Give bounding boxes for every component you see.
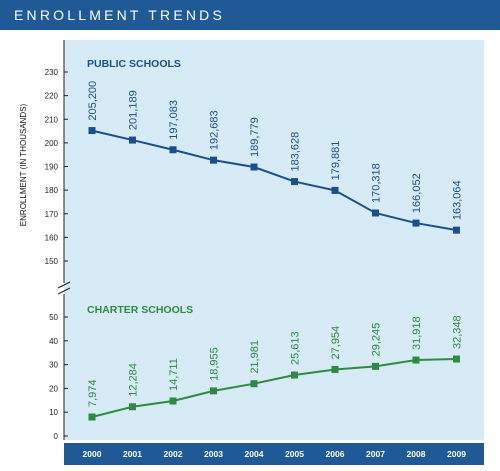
data-point (331, 365, 339, 373)
y-tick-label: 180 (45, 186, 59, 195)
y-axis-label: ENROLLMENT (IN THOUSANDS) (19, 103, 28, 226)
data-label: 179,881 (330, 141, 342, 181)
y-tick-label: 150 (45, 257, 59, 266)
data-point (88, 127, 96, 135)
data-point (372, 362, 379, 370)
x-axis-bar (64, 443, 484, 465)
data-point (412, 356, 420, 364)
data-point (412, 219, 420, 227)
series-line (91, 358, 457, 418)
y-tick-label: 210 (45, 115, 59, 124)
data-label: 18,955 (209, 347, 221, 381)
data-label: 197,083 (168, 100, 180, 140)
x-tick-label: 2003 (204, 449, 223, 459)
data-point (169, 397, 177, 405)
page-title: ENROLLMENT TRENDS (14, 7, 226, 23)
data-label: 25,613 (290, 331, 302, 365)
data-label: 163,064 (452, 180, 464, 220)
x-tick-label: 2000 (83, 449, 102, 459)
x-tick-label: 2009 (447, 449, 466, 459)
y-tick-label: 0 (54, 432, 59, 441)
y-tick-label: 200 (45, 139, 59, 148)
data-point (453, 226, 460, 234)
axis-break-mark (57, 281, 71, 289)
data-label: 192,683 (209, 110, 221, 150)
y-tick-label: 30 (49, 361, 58, 370)
data-label: 12,284 (128, 363, 140, 397)
data-point (210, 156, 217, 164)
y-tick-label: 160 (45, 233, 59, 242)
axis-break-mark (57, 287, 71, 295)
series-title: CHARTER SCHOOLS (87, 304, 193, 316)
data-label: 201,189 (128, 90, 140, 130)
x-tick-label: 2006 (326, 449, 345, 459)
data-point (453, 355, 460, 363)
data-label: 21,981 (249, 340, 261, 374)
data-point (210, 387, 217, 395)
data-point (250, 163, 258, 171)
y-tick-label: 230 (45, 68, 59, 77)
x-tick-label: 2002 (164, 449, 183, 459)
data-point (88, 413, 96, 421)
x-axis-labels: 2000 2001 2002 2003 2004 2005 2006 2007 2008 2009 (83, 449, 467, 459)
data-label: 27,954 (330, 326, 342, 360)
x-tick-label: 2008 (407, 449, 426, 459)
data-label: 205,200 (87, 81, 99, 121)
chart-panel (64, 40, 484, 440)
charter-schools-series: CHARTER SCHOOLS 7,974 12,284 14,711 18,955 21… (87, 304, 464, 421)
data-point (250, 380, 258, 388)
data-label: 183,628 (290, 132, 302, 172)
y-tick-label: 50 (49, 313, 58, 322)
data-label: 170,318 (371, 163, 383, 203)
y-tick-label: 10 (49, 408, 58, 417)
data-point (169, 146, 177, 154)
y-tick-label: 190 (45, 163, 59, 172)
x-tick-label: 2005 (285, 449, 304, 459)
data-label: 166,052 (411, 173, 423, 213)
data-point (291, 178, 298, 186)
y-tick-label: 220 (45, 92, 59, 101)
data-point (291, 371, 298, 379)
x-tick-label: 2001 (123, 449, 142, 459)
y-tick-label: 20 (49, 384, 58, 393)
x-tick-label: 2007 (366, 449, 385, 459)
header-banner: ENROLLMENT TRENDS (0, 0, 500, 30)
data-point (372, 209, 379, 217)
axes: 150 160 170 180 190 200 210 220 230 0 10 20 30 40 50 (45, 40, 71, 441)
series-title: PUBLIC SCHOOLS (87, 58, 181, 70)
data-point (129, 136, 136, 144)
x-tick-label: 2004 (245, 449, 264, 459)
series-line (91, 129, 457, 232)
data-label: 31,918 (411, 316, 423, 350)
data-label: 7,974 (87, 379, 99, 407)
data-label: 32,348 (452, 315, 464, 349)
data-label: 29,245 (371, 323, 383, 357)
data-point (331, 186, 339, 194)
public-schools-series: PUBLIC SCHOOLS 205,200 201,189 197,083 192,6… (87, 58, 464, 234)
data-point (129, 403, 136, 411)
data-label: 14,711 (168, 358, 180, 391)
y-tick-label: 170 (45, 210, 59, 219)
data-label: 189,779 (249, 117, 261, 157)
y-tick-label: 40 (49, 337, 58, 346)
